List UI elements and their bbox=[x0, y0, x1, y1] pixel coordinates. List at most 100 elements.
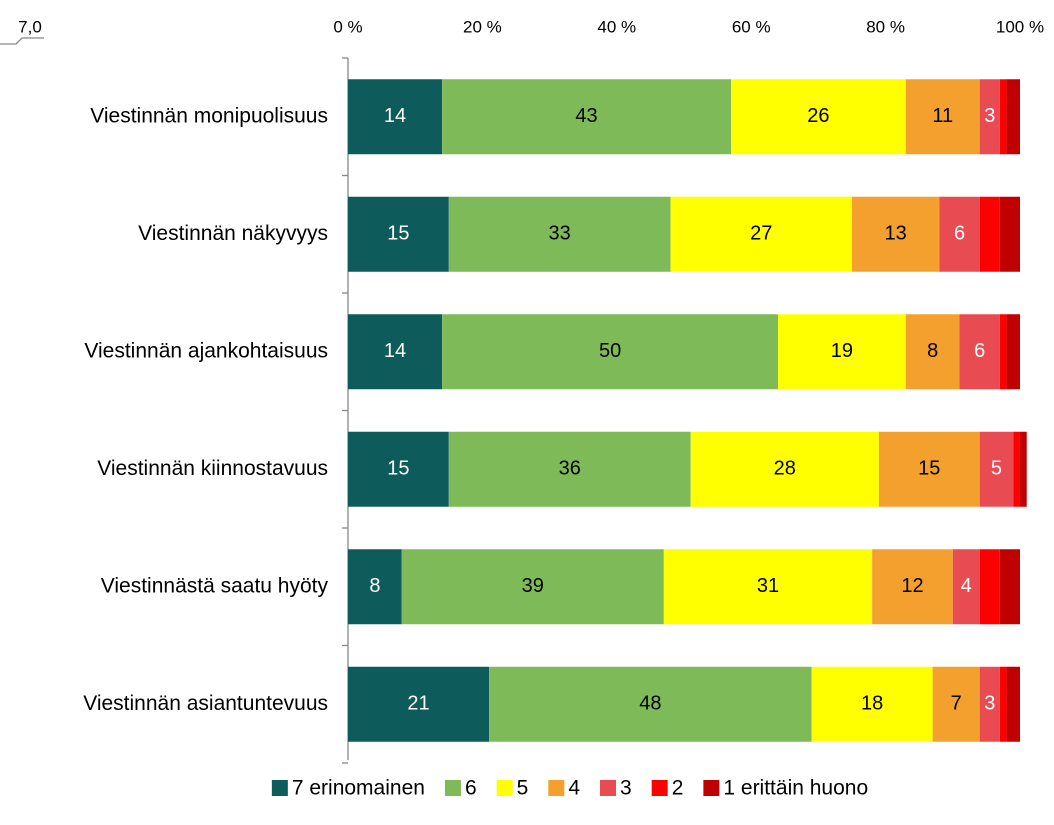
annotation: 7,0 bbox=[18, 17, 42, 36]
bar-segment bbox=[1013, 431, 1020, 507]
bar-segment bbox=[939, 196, 980, 272]
data-label: 5 bbox=[991, 458, 1002, 480]
bar-segment bbox=[442, 79, 732, 155]
data-label: 7 bbox=[951, 693, 962, 715]
category-label: Viestinnän asiantuntevuus bbox=[83, 692, 328, 715]
data-label: 39 bbox=[522, 575, 544, 597]
legend-swatch bbox=[703, 780, 720, 796]
annotation-line bbox=[0, 37, 44, 45]
bar-segment bbox=[852, 196, 940, 272]
x-tick-label: 40 % bbox=[597, 17, 636, 36]
legend-label: 7 erinomainen bbox=[292, 777, 425, 800]
data-label: 15 bbox=[918, 458, 940, 480]
bar-segment bbox=[979, 666, 1000, 742]
x-tick-label: 60 % bbox=[732, 17, 771, 36]
category-label: Viestinnän näkyvyys bbox=[138, 222, 328, 245]
bar-segment bbox=[489, 666, 812, 742]
bar-segment bbox=[1006, 314, 1020, 390]
bar-segment bbox=[348, 549, 402, 625]
bar-segment bbox=[401, 549, 664, 625]
bar-segment bbox=[811, 666, 933, 742]
category-label: Viestinnän ajankohtaisuus bbox=[84, 339, 328, 362]
data-label: 11 bbox=[932, 105, 953, 127]
data-label: 14 bbox=[384, 105, 406, 127]
data-label: 15 bbox=[387, 223, 409, 245]
x-tick-label: 80 % bbox=[866, 17, 905, 36]
data-label: 31 bbox=[757, 575, 779, 597]
bar-segment bbox=[348, 79, 443, 155]
bar-segment bbox=[872, 549, 953, 625]
bar-segment bbox=[999, 666, 1007, 742]
legend-swatch bbox=[444, 780, 461, 796]
bar-segment bbox=[1006, 666, 1020, 742]
bar-segment bbox=[731, 79, 906, 155]
data-label: 12 bbox=[901, 575, 923, 597]
bar-segment bbox=[905, 79, 980, 155]
legend-label: 4 bbox=[568, 777, 580, 800]
bar-segment bbox=[448, 431, 691, 507]
data-label: 43 bbox=[575, 105, 597, 127]
legend-swatch bbox=[548, 780, 565, 796]
data-label: 19 bbox=[831, 340, 853, 362]
bar-segment bbox=[348, 666, 490, 742]
data-label: 8 bbox=[369, 575, 380, 597]
data-label: 26 bbox=[807, 105, 829, 127]
data-label: 6 bbox=[974, 340, 985, 362]
data-label: 21 bbox=[407, 693, 429, 715]
bar-segment bbox=[1006, 79, 1020, 155]
bar-segment bbox=[348, 431, 449, 507]
bar-segment bbox=[348, 196, 449, 272]
data-label: 8 bbox=[927, 340, 938, 362]
bar-segment bbox=[878, 431, 980, 507]
data-label: 28 bbox=[774, 458, 796, 480]
bar-segment bbox=[905, 314, 960, 390]
data-label: 48 bbox=[639, 693, 661, 715]
data-label: 6 bbox=[954, 223, 965, 245]
bar-segment bbox=[1020, 431, 1027, 507]
category-label: Viestinnästä saatu hyöty bbox=[101, 574, 329, 597]
data-label: 15 bbox=[387, 458, 409, 480]
bar-segment bbox=[979, 549, 1000, 625]
bar-segment bbox=[959, 314, 1000, 390]
data-label: 36 bbox=[559, 458, 581, 480]
legend-label: 5 bbox=[517, 777, 529, 800]
bar-segment bbox=[690, 431, 879, 507]
bar-segment bbox=[952, 549, 980, 625]
data-label: 4 bbox=[961, 575, 972, 597]
legend-label: 6 bbox=[465, 777, 477, 800]
bar-segment bbox=[979, 79, 1000, 155]
bar-segment bbox=[670, 196, 852, 272]
legend-swatch bbox=[496, 780, 513, 796]
data-label: 3 bbox=[984, 693, 995, 715]
bar-segment bbox=[663, 549, 873, 625]
data-label: 18 bbox=[861, 693, 883, 715]
category-label: Viestinnän monipuolisuus bbox=[90, 104, 328, 127]
bar-segment bbox=[448, 196, 671, 272]
bar-segment bbox=[979, 431, 1014, 507]
legend-label: 1 erittäin huono bbox=[723, 777, 868, 800]
bar-segment bbox=[999, 79, 1007, 155]
data-label: 50 bbox=[599, 340, 621, 362]
bar-segment bbox=[999, 314, 1007, 390]
data-label: 3 bbox=[984, 105, 995, 127]
x-tick-label: 100 % bbox=[996, 17, 1044, 36]
legend-swatch bbox=[600, 780, 616, 796]
legend: 7 erinomainen 6 5 4 3 2 1 erittäin huono bbox=[271, 777, 868, 800]
bar-segment bbox=[932, 666, 980, 742]
bar-segment bbox=[778, 314, 906, 390]
legend-label: 2 bbox=[672, 777, 684, 800]
bar-segment bbox=[442, 314, 779, 390]
data-label: 27 bbox=[750, 223, 772, 245]
data-label: 14 bbox=[384, 340, 406, 362]
legend-label: 3 bbox=[620, 777, 632, 800]
bar-segment bbox=[348, 314, 443, 390]
bar-segment bbox=[999, 549, 1020, 625]
category-label: Viestinnän kiinnostavuus bbox=[97, 457, 328, 480]
x-tick-label: 20 % bbox=[463, 17, 502, 36]
bar-segment bbox=[979, 196, 1000, 272]
legend-swatch bbox=[271, 780, 288, 796]
x-tick-label: 0 % bbox=[333, 17, 362, 36]
bar-segment bbox=[999, 196, 1020, 272]
data-label: 33 bbox=[549, 223, 571, 245]
